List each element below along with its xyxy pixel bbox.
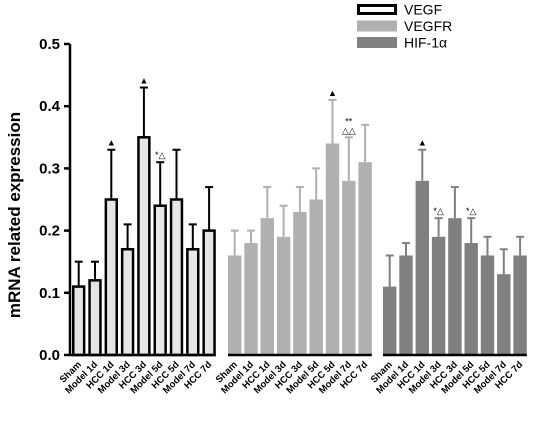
bar-hif1-1 [399,255,413,355]
bar-vegf-2 [104,198,118,357]
bars: ▲ ▲ *△ ▲ **△△ ▲ *△ *△ [72,76,527,357]
significance-marker: *△ [466,206,477,216]
bar-vegfr-1 [244,243,258,355]
legend-swatch-hif1 [357,37,397,48]
bar-vegf-3 [120,248,135,357]
legend-label: VEGFR [404,18,452,34]
legend-label: HIF-1α [404,35,447,51]
significance-marker: △△ [342,125,356,135]
significance-marker: ▲ [139,76,148,86]
bar-vegfr-0 [228,255,242,355]
y-tick-label: 0.2 [39,223,60,240]
bar-vegfr-4 [293,211,307,355]
bar-hif1-3 [431,236,446,355]
y-tick-label: 0.3 [39,160,60,177]
significance-marker: ▲ [328,88,337,98]
y-axis-label: mRNA related expression [5,112,24,318]
bar-hif1-4 [448,218,462,355]
bar-hif1-2 [415,180,429,355]
legend-swatch-vegf [357,4,397,15]
bar-vegf-5 [153,204,167,357]
bar-hif1-7 [497,274,511,355]
bar-hif1-8 [513,255,527,355]
y-tick-label: 0.4 [39,98,61,115]
bar-hif1-5 [464,243,478,355]
bar-vegf-6 [169,198,184,357]
bar-vegfr-3 [276,236,291,355]
significance-marker: ** [345,116,353,126]
significance-marker: *△ [155,150,166,160]
significance-marker: ▲ [418,138,427,148]
bar-vegf-7 [186,248,200,357]
y-tick-label: 0.0 [39,347,60,364]
bar-vegfr-5 [309,199,323,355]
bar-vegf-0 [72,285,86,357]
legend-label: VEGF [404,2,442,18]
bar-hif1-0 [383,286,397,355]
legend-swatch-vegfr [357,20,397,32]
bar-vegf-4 [137,136,151,357]
y-tick-label: 0.1 [39,285,60,302]
bar-vegfr-8 [358,162,372,355]
significance-marker: ▲ [107,138,116,148]
bar-hif1-6 [480,255,495,355]
bar-vegfr-7 [342,180,356,355]
bar-vegfr-2 [260,218,274,355]
significance-marker: *△ [433,206,444,216]
y-axis: 0.0 0.1 0.2 0.3 0.4 0.5 [39,36,72,364]
bar-vegf-8 [202,229,216,357]
bar-vegfr-6 [325,143,340,355]
y-tick-label: 0.5 [39,36,60,53]
bar-vegf-1 [88,279,102,357]
